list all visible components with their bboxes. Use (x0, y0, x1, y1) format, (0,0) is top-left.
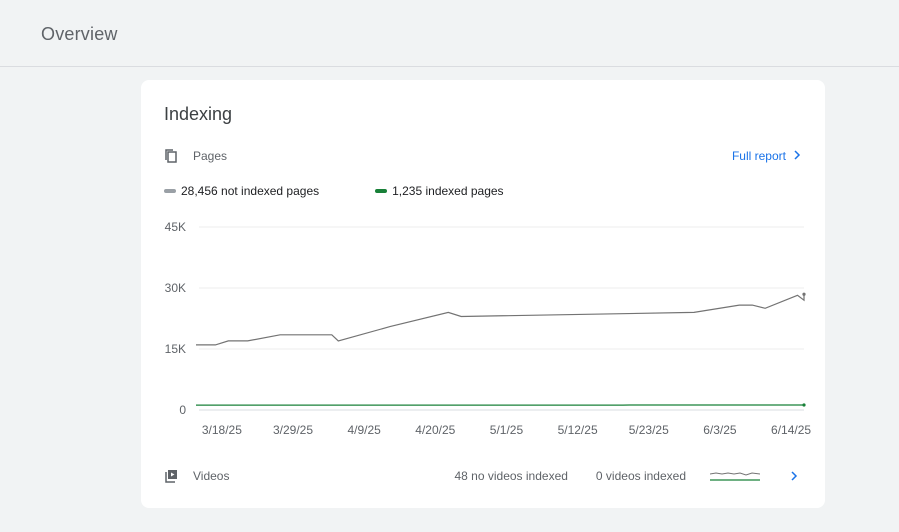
x-tick-label: 3/29/25 (273, 423, 313, 437)
copy-pages-icon (164, 149, 178, 163)
full-report-link[interactable]: Full report (732, 149, 802, 163)
no-videos-indexed-stat: 48 no videos indexed (454, 469, 568, 483)
y-tick-label: 30K (165, 281, 186, 295)
pages-label: Pages (193, 149, 228, 163)
page-title: Overview (41, 24, 118, 44)
chart-legend: 28,456 not indexed pages 1,235 indexed p… (164, 184, 560, 198)
indexing-chart: 45K 30K 15K 0 3/18/25 3/29/25 4/9/25 4/20/25 5/1… (165, 220, 812, 437)
pages-row: Pages Full report (164, 146, 802, 166)
y-tick-label: 15K (165, 342, 186, 356)
legend-label-not-indexed: 28,456 not indexed pages (181, 184, 320, 198)
videos-indexed-stat: 0 videos indexed (595, 469, 686, 483)
videos-sparkline (710, 469, 760, 483)
x-tick-label: 4/9/25 (347, 423, 381, 437)
series-end-point-not-indexed (802, 292, 806, 296)
y-tick-label: 45K (165, 220, 186, 234)
series-end-point-indexed (802, 403, 806, 407)
video-library-icon (164, 469, 178, 483)
videos-chevron-right-icon[interactable] (786, 468, 802, 484)
page-header: Overview (0, 0, 899, 67)
full-report-label: Full report (731, 149, 786, 163)
y-tick-label: 0 (179, 403, 186, 417)
x-tick-label: 4/20/25 (415, 423, 455, 437)
x-tick-label: 3/18/25 (202, 423, 242, 437)
card-title: Indexing (164, 104, 233, 124)
legend-label-indexed: 1,235 indexed pages (392, 184, 504, 198)
x-tick-label: 6/3/25 (703, 423, 737, 437)
chevron-right-icon (792, 149, 802, 163)
legend-swatch-not-indexed (164, 189, 176, 193)
videos-label: Videos (193, 469, 230, 483)
legend-item-not-indexed[interactable]: 28,456 not indexed pages (164, 184, 319, 198)
x-tick-label: 5/1/25 (490, 423, 524, 437)
x-tick-label: 5/12/25 (558, 423, 598, 437)
series-line-not-indexed (196, 294, 805, 346)
indexing-card: Indexing Pages Full report 28,456 not in… (141, 80, 825, 508)
videos-row[interactable]: Videos 48 no videos indexed 0 videos ind… (164, 466, 802, 486)
legend-swatch-indexed (375, 189, 388, 193)
x-tick-label: 6/14/25 (771, 423, 811, 437)
legend-item-indexed[interactable]: 1,235 indexed pages (375, 184, 504, 198)
x-tick-label: 5/23/25 (629, 423, 669, 437)
